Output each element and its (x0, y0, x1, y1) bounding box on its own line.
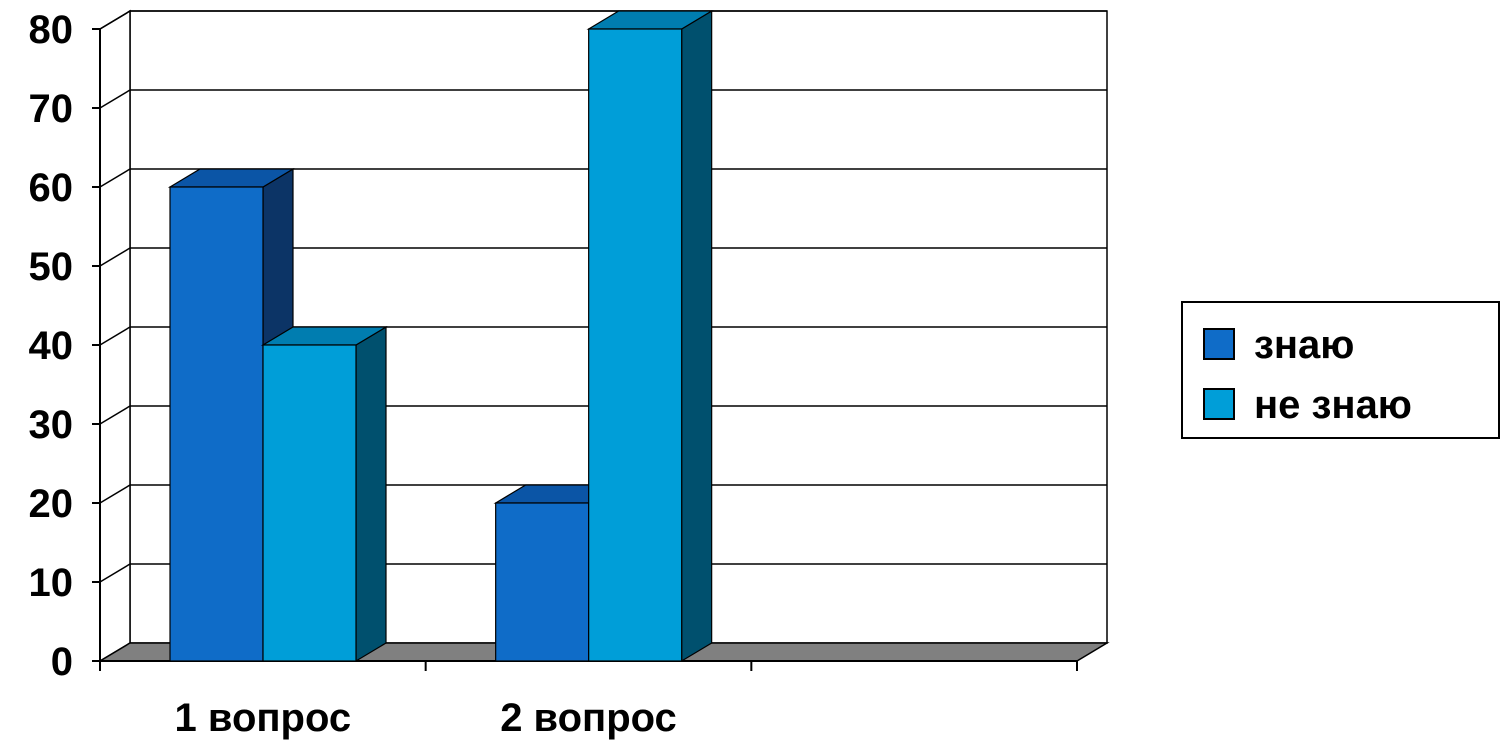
y-tick-label: 10 (29, 561, 74, 605)
y-tick-label: 40 (29, 324, 74, 368)
gridline-side (99, 326, 131, 346)
y-tick-label: 50 (29, 245, 74, 289)
bar-front (495, 502, 590, 662)
legend-swatch (1203, 388, 1235, 420)
bar-2-2 (586, 9, 714, 663)
bar-1-2 (260, 325, 389, 663)
y-tick-labels: 0 10 20 30 40 50 60 70 80 (29, 8, 74, 684)
y-tick-label: 20 (29, 482, 74, 526)
legend-swatch (1203, 328, 1235, 360)
y-tick-label: 60 (29, 166, 74, 210)
y-tick-label: 80 (29, 8, 74, 52)
bar-side (355, 325, 387, 663)
x-tick-label: 1 вопрос (175, 696, 352, 740)
legend-label: не знаю (1254, 383, 1412, 427)
x-tick-label: 2 вопрос (500, 696, 677, 740)
gridline-side (99, 405, 131, 425)
bar-side (681, 9, 713, 663)
gridline-side (99, 168, 131, 188)
gridline-side (99, 563, 131, 583)
gridline-side (99, 89, 131, 109)
gridline-side (99, 484, 131, 504)
legend: знаю не знаю (1181, 301, 1500, 439)
y-tick-label: 30 (29, 403, 74, 447)
bars (167, 9, 714, 663)
y-tick-label: 0 (51, 640, 73, 684)
bar-front (588, 28, 683, 662)
x-tick-labels: 1 вопрос 2 вопрос (175, 696, 677, 740)
legend-label: знаю (1254, 323, 1354, 367)
legend-item: не знаю (1203, 383, 1412, 427)
legend-item: знаю (1203, 323, 1354, 367)
gridline-side (99, 10, 131, 30)
y-tick-label: 70 (29, 87, 74, 131)
bar-front (169, 186, 264, 662)
gridline-side (99, 247, 131, 267)
bar-front (262, 344, 357, 662)
